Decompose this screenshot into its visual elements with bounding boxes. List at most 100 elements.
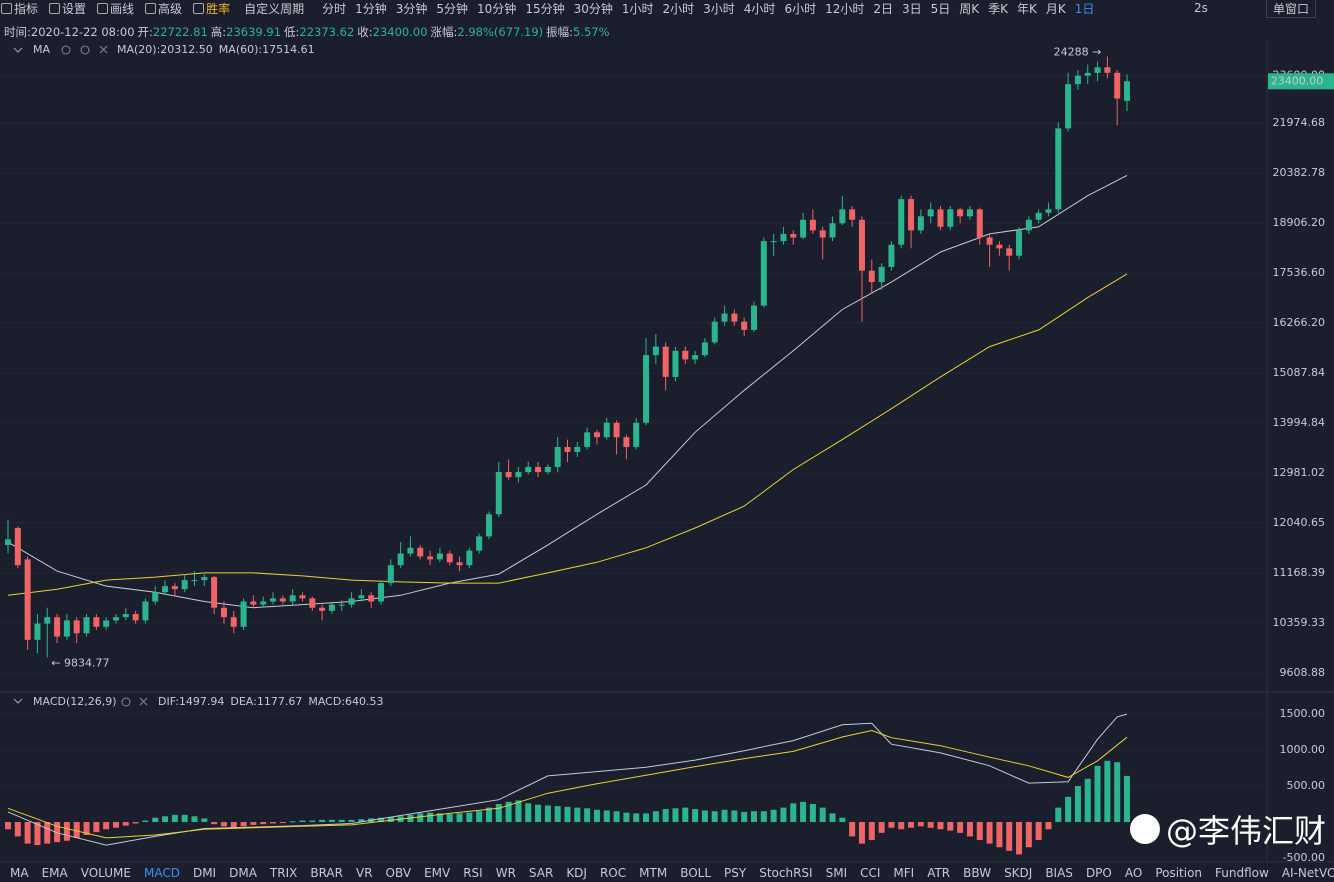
tool-button[interactable]: 画线 [96, 0, 134, 17]
indicator-tab[interactable]: BBW [963, 866, 992, 880]
price-annotation: ← 9834.77 [51, 657, 109, 670]
period-button[interactable]: 5日 [930, 1, 951, 16]
indicator-tab[interactable]: Fundflow [1215, 866, 1269, 880]
indicator-tab[interactable]: CCI [860, 866, 881, 880]
macd-bar [338, 819, 345, 823]
indicator-tab[interactable]: WR [495, 866, 516, 880]
candle-body [1094, 67, 1101, 73]
period-button[interactable]: 1日 [1074, 1, 1095, 16]
indicator-tab[interactable]: PSY [724, 866, 747, 880]
indicator-tab[interactable]: DPO [1085, 866, 1112, 880]
macd-bar [83, 822, 90, 835]
period-button[interactable]: 年K [1017, 1, 1037, 16]
period-button[interactable]: 1小时 [621, 1, 654, 16]
indicator-tab[interactable]: Position [1155, 866, 1203, 880]
indicator-tab[interactable]: KDJ [566, 866, 587, 880]
candle-body [328, 604, 335, 611]
candle-body [819, 230, 826, 238]
macd-bar [672, 808, 679, 823]
indicator-tab[interactable]: AI-NetVOL [1281, 866, 1334, 880]
indicator-tab[interactable]: MACD [143, 866, 180, 880]
macd-bar [662, 809, 669, 823]
ohlc-info: 时间: 2020-12-22 08:00 开: 22722.81 高: 23639.91 低… [4, 24, 613, 40]
candle-body [495, 472, 502, 515]
period-button[interactable]: 季K [988, 1, 1009, 16]
y-tick-label: 1500.00 [1280, 707, 1326, 720]
indicator-tab[interactable]: ATR [927, 866, 951, 880]
close-icon[interactable] [139, 697, 148, 706]
period-button[interactable]: 30分钟 [573, 1, 613, 16]
period-button[interactable]: 2日 [873, 1, 893, 16]
tool-button[interactable]: 胜率 [192, 0, 230, 17]
indicator-tab[interactable]: OBV [385, 866, 412, 880]
info-value: 23639.91 [226, 25, 282, 39]
candle-body [436, 553, 443, 560]
candle-body [927, 209, 934, 217]
y-tick-label: 21974.68 [1273, 116, 1326, 129]
candle-body [466, 550, 473, 566]
candle-body [721, 313, 728, 322]
price-annotation: 24288 → [1054, 46, 1102, 59]
macd-bar [957, 822, 964, 833]
indicator-tab[interactable]: StochRSI [759, 866, 813, 880]
indicator-tab[interactable]: MTM [639, 866, 668, 880]
indicator-tab[interactable]: MA [10, 866, 29, 880]
macd-bar [633, 813, 640, 823]
period-button[interactable]: 12小时 [825, 1, 865, 16]
candle-body [348, 598, 355, 605]
indicator-tab[interactable]: DMI [192, 866, 217, 880]
indicator-tab[interactable]: AO [1124, 866, 1143, 880]
candle-body [1006, 248, 1013, 256]
period-button[interactable]: 分时 [322, 1, 347, 16]
indicator-tab[interactable]: BOLL [680, 866, 712, 880]
settings-icon[interactable] [121, 697, 131, 707]
candle-body [937, 209, 944, 227]
candle-body [809, 219, 816, 231]
indicator-tab[interactable]: ROC [599, 866, 627, 880]
indicator-tab[interactable]: DMA [229, 866, 257, 880]
tool-button[interactable]: 设置 [48, 0, 86, 17]
period-button[interactable]: 5分钟 [436, 1, 469, 16]
period-button[interactable]: 3分钟 [395, 1, 428, 16]
period-button[interactable]: 周K [959, 1, 980, 16]
indicator-tab[interactable]: RSI [463, 866, 483, 880]
collapse-icon[interactable] [13, 698, 23, 704]
indicator-tab[interactable]: BRAR [310, 866, 343, 880]
refresh-rate[interactable]: 2s [1194, 1, 1208, 15]
indicator-tab[interactable]: VR [355, 866, 373, 880]
period-button[interactable]: 3日 [902, 1, 922, 16]
period-button[interactable]: 3小时 [703, 1, 735, 16]
y-tick-label: 17536.60 [1273, 266, 1326, 279]
y-tick-label: 16266.20 [1273, 316, 1326, 329]
period-button[interactable]: 2小时 [662, 1, 695, 16]
candle-body [652, 346, 659, 356]
macd-bar [908, 822, 915, 828]
period-button[interactable]: 1分钟 [355, 1, 387, 16]
indicator-tab[interactable]: TRIX [269, 866, 298, 880]
macd-bar [1006, 822, 1013, 851]
period-button[interactable]: 4小时 [743, 1, 776, 16]
indicator-tab[interactable]: MFI [893, 866, 915, 880]
period-button[interactable]: 月K [1045, 1, 1066, 16]
period-menu[interactable]: 自定义周期 [244, 1, 305, 16]
macd-bar [790, 803, 797, 823]
indicator-tab[interactable]: SMI [825, 866, 848, 880]
period-button[interactable]: 6小时 [784, 1, 817, 16]
collapse-icon[interactable] [13, 47, 23, 53]
period-button[interactable]: 15分钟 [525, 1, 565, 16]
tool-button[interactable]: 指标 [0, 0, 38, 17]
eye-icon[interactable] [61, 45, 71, 55]
indicator-tab[interactable]: SKDJ [1004, 866, 1033, 880]
period-button[interactable]: 10分钟 [477, 1, 517, 16]
tool-button[interactable]: 高级 [144, 0, 182, 17]
candle-body [917, 216, 924, 231]
candle-body [505, 472, 512, 478]
indicator-tab[interactable]: EMV [424, 866, 451, 880]
window-select[interactable]: 单窗口 [1266, 0, 1317, 18]
indicator-tab[interactable]: VOLUME [80, 866, 131, 880]
close-icon[interactable] [99, 45, 108, 54]
settings-icon[interactable] [80, 45, 90, 55]
indicator-tab[interactable]: SAR [528, 866, 554, 880]
indicator-tab[interactable]: BIAS [1045, 866, 1073, 880]
indicator-tab[interactable]: EMA [41, 866, 68, 880]
